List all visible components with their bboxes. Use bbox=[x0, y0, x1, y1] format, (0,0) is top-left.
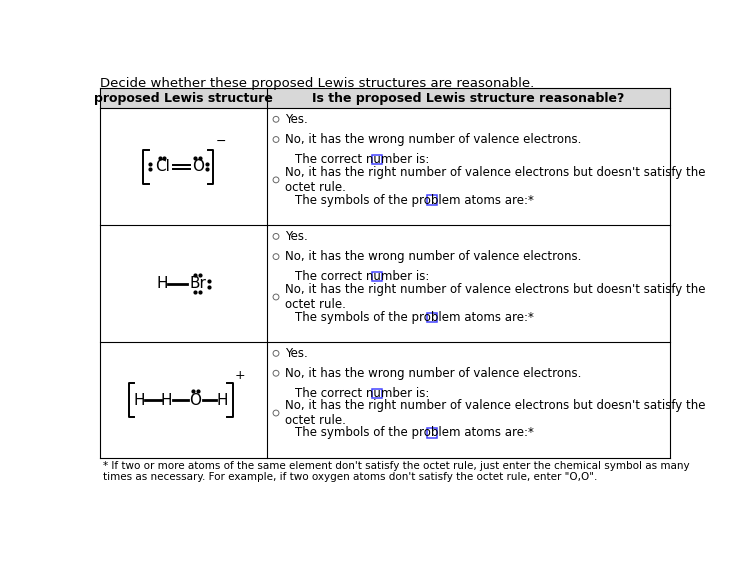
Text: Yes.: Yes. bbox=[285, 113, 308, 126]
Bar bbox=[100, 88, 267, 108]
Text: H: H bbox=[161, 392, 173, 408]
Bar bbox=[427, 312, 437, 322]
Text: Yes.: Yes. bbox=[285, 347, 308, 360]
Bar bbox=[372, 272, 382, 281]
Bar bbox=[427, 428, 437, 437]
Text: No, it has the wrong number of valence electrons.: No, it has the wrong number of valence e… bbox=[285, 133, 582, 146]
Text: No, it has the right number of valence electrons but doesn't satisfy the
octet r: No, it has the right number of valence e… bbox=[285, 399, 706, 427]
Text: +: + bbox=[235, 369, 246, 382]
Text: The correct number is:: The correct number is: bbox=[294, 387, 429, 400]
Text: Decide whether these proposed Lewis structures are reasonable.: Decide whether these proposed Lewis stru… bbox=[100, 77, 534, 90]
Text: No, it has the wrong number of valence electrons.: No, it has the wrong number of valence e… bbox=[285, 367, 582, 380]
Bar bbox=[427, 195, 437, 204]
Text: * If two or more atoms of the same element don't satisfy the octet rule, just en: * If two or more atoms of the same eleme… bbox=[103, 461, 690, 482]
Text: No, it has the right number of valence electrons but doesn't satisfy the
octet r: No, it has the right number of valence e… bbox=[285, 166, 706, 194]
Bar bbox=[267, 88, 670, 108]
Text: proposed Lewis structure: proposed Lewis structure bbox=[95, 91, 273, 105]
Bar bbox=[372, 155, 382, 164]
Text: H: H bbox=[156, 277, 167, 291]
Text: The symbols of the problem atoms are:*: The symbols of the problem atoms are:* bbox=[294, 427, 533, 440]
Text: No, it has the wrong number of valence electrons.: No, it has the wrong number of valence e… bbox=[285, 250, 582, 263]
Text: H: H bbox=[133, 392, 145, 408]
Text: Br: Br bbox=[189, 277, 207, 291]
Text: The symbols of the problem atoms are:*: The symbols of the problem atoms are:* bbox=[294, 194, 533, 207]
Text: No, it has the right number of valence electrons but doesn't satisfy the
octet r: No, it has the right number of valence e… bbox=[285, 283, 706, 311]
Text: The symbols of the problem atoms are:*: The symbols of the problem atoms are:* bbox=[294, 311, 533, 324]
Text: O: O bbox=[192, 159, 204, 174]
Text: O: O bbox=[189, 392, 201, 408]
Text: Is the proposed Lewis structure reasonable?: Is the proposed Lewis structure reasonab… bbox=[312, 91, 625, 105]
Text: Cl: Cl bbox=[155, 159, 170, 174]
Text: H: H bbox=[217, 392, 228, 408]
Text: The correct number is:: The correct number is: bbox=[294, 270, 429, 283]
Text: −: − bbox=[216, 135, 226, 148]
Bar bbox=[372, 389, 382, 398]
Text: The correct number is:: The correct number is: bbox=[294, 153, 429, 166]
Text: Yes.: Yes. bbox=[285, 230, 308, 243]
